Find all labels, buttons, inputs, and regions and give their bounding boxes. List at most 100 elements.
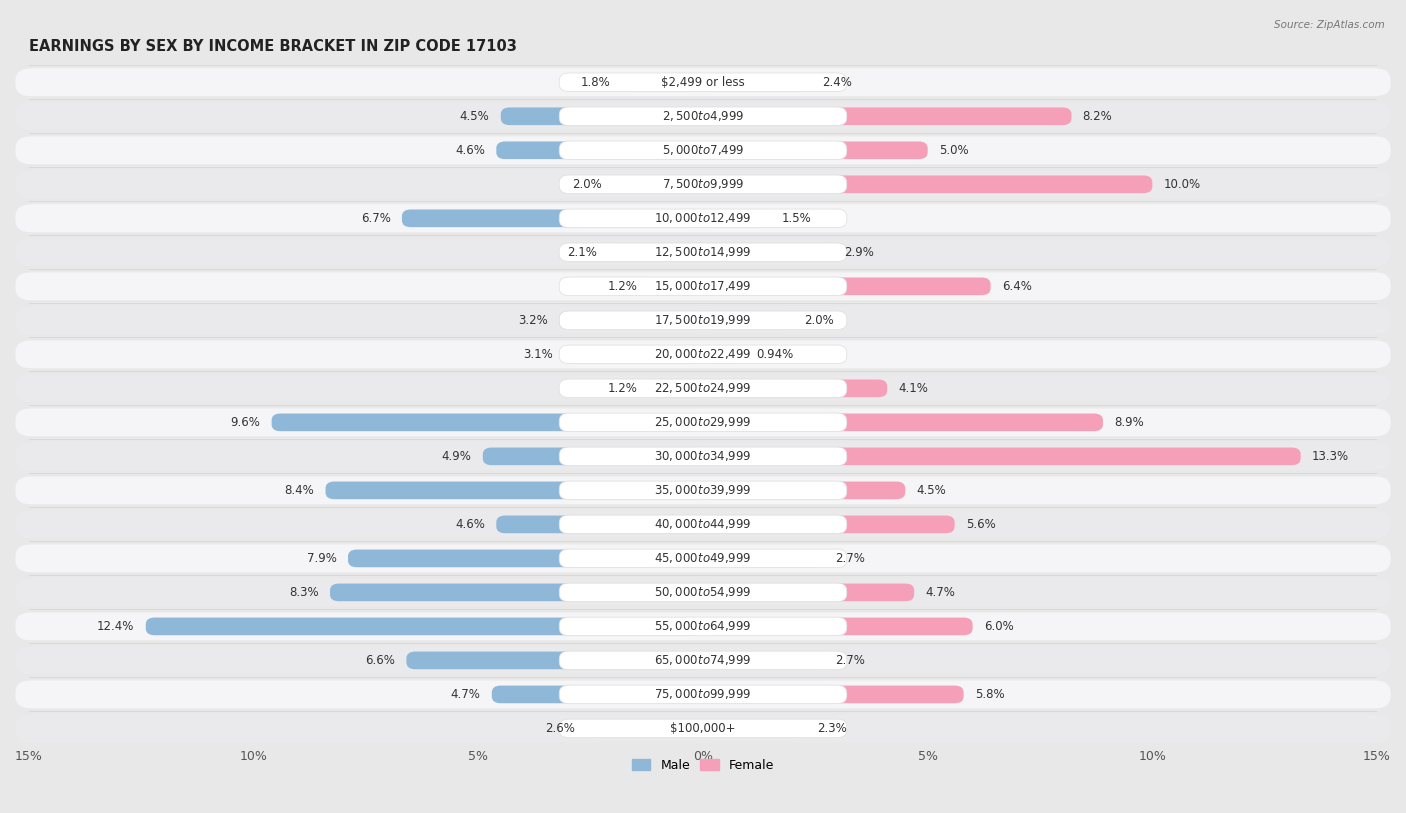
FancyBboxPatch shape [586, 720, 703, 737]
Text: 2.4%: 2.4% [823, 76, 852, 89]
FancyBboxPatch shape [560, 685, 846, 704]
FancyBboxPatch shape [560, 413, 846, 432]
Text: $30,000 to $34,999: $30,000 to $34,999 [654, 450, 752, 463]
FancyBboxPatch shape [406, 651, 703, 669]
FancyBboxPatch shape [613, 176, 703, 193]
Text: 2.0%: 2.0% [572, 178, 602, 191]
Text: $20,000 to $22,499: $20,000 to $22,499 [654, 347, 752, 361]
Text: 4.6%: 4.6% [456, 144, 485, 157]
FancyBboxPatch shape [496, 515, 703, 533]
FancyBboxPatch shape [15, 375, 1391, 402]
FancyBboxPatch shape [15, 238, 1391, 267]
FancyBboxPatch shape [146, 618, 703, 635]
FancyBboxPatch shape [482, 447, 703, 465]
Text: 8.3%: 8.3% [290, 586, 319, 599]
Text: 1.8%: 1.8% [581, 76, 610, 89]
FancyBboxPatch shape [15, 137, 1391, 164]
FancyBboxPatch shape [560, 549, 846, 567]
Text: $75,000 to $99,999: $75,000 to $99,999 [654, 688, 752, 702]
FancyBboxPatch shape [15, 545, 1391, 572]
FancyBboxPatch shape [15, 646, 1391, 674]
FancyBboxPatch shape [330, 584, 703, 602]
FancyBboxPatch shape [402, 210, 703, 227]
Text: EARNINGS BY SEX BY INCOME BRACKET IN ZIP CODE 17103: EARNINGS BY SEX BY INCOME BRACKET IN ZIP… [30, 39, 517, 54]
Text: 2.0%: 2.0% [804, 314, 834, 327]
Text: 2.7%: 2.7% [835, 654, 866, 667]
FancyBboxPatch shape [560, 141, 846, 159]
Text: 4.9%: 4.9% [441, 450, 471, 463]
FancyBboxPatch shape [560, 311, 846, 329]
FancyBboxPatch shape [560, 651, 846, 670]
Text: 8.9%: 8.9% [1114, 416, 1144, 429]
FancyBboxPatch shape [703, 618, 973, 635]
Text: 6.6%: 6.6% [366, 654, 395, 667]
Text: 13.3%: 13.3% [1312, 450, 1348, 463]
Text: $35,000 to $39,999: $35,000 to $39,999 [654, 484, 752, 498]
FancyBboxPatch shape [703, 651, 824, 669]
FancyBboxPatch shape [703, 380, 887, 398]
Text: 3.2%: 3.2% [519, 314, 548, 327]
FancyBboxPatch shape [650, 380, 703, 398]
Text: $45,000 to $49,999: $45,000 to $49,999 [654, 551, 752, 565]
FancyBboxPatch shape [15, 68, 1391, 96]
Text: 6.7%: 6.7% [361, 212, 391, 225]
FancyBboxPatch shape [703, 720, 807, 737]
Text: 2.7%: 2.7% [835, 552, 866, 565]
FancyBboxPatch shape [703, 481, 905, 499]
Text: $25,000 to $29,999: $25,000 to $29,999 [654, 415, 752, 429]
Text: $2,500 to $4,999: $2,500 to $4,999 [662, 109, 744, 124]
Text: 8.2%: 8.2% [1083, 110, 1112, 123]
Text: $2,499 or less: $2,499 or less [661, 76, 745, 89]
FancyBboxPatch shape [560, 345, 846, 363]
FancyBboxPatch shape [560, 720, 846, 737]
Text: 6.0%: 6.0% [984, 620, 1014, 633]
FancyBboxPatch shape [703, 447, 1301, 465]
FancyBboxPatch shape [15, 442, 1391, 470]
FancyBboxPatch shape [15, 307, 1391, 334]
Text: $12,500 to $14,999: $12,500 to $14,999 [654, 246, 752, 259]
FancyBboxPatch shape [560, 311, 703, 329]
Text: 4.6%: 4.6% [456, 518, 485, 531]
FancyBboxPatch shape [15, 171, 1391, 198]
FancyBboxPatch shape [703, 210, 770, 227]
Text: $65,000 to $74,999: $65,000 to $74,999 [654, 654, 752, 667]
FancyBboxPatch shape [496, 141, 703, 159]
FancyBboxPatch shape [15, 612, 1391, 641]
Text: $22,500 to $24,999: $22,500 to $24,999 [654, 381, 752, 395]
Text: 1.5%: 1.5% [782, 212, 811, 225]
Text: 5.6%: 5.6% [966, 518, 995, 531]
FancyBboxPatch shape [703, 141, 928, 159]
Text: 2.9%: 2.9% [845, 246, 875, 259]
FancyBboxPatch shape [650, 277, 703, 295]
Text: $55,000 to $64,999: $55,000 to $64,999 [654, 620, 752, 633]
Text: $5,000 to $7,499: $5,000 to $7,499 [662, 143, 744, 157]
FancyBboxPatch shape [560, 515, 846, 533]
FancyBboxPatch shape [15, 476, 1391, 504]
Text: 7.9%: 7.9% [307, 552, 337, 565]
FancyBboxPatch shape [326, 481, 703, 499]
FancyBboxPatch shape [703, 346, 745, 363]
FancyBboxPatch shape [703, 311, 793, 329]
Text: 2.3%: 2.3% [818, 722, 848, 735]
FancyBboxPatch shape [560, 243, 846, 262]
FancyBboxPatch shape [560, 277, 846, 296]
FancyBboxPatch shape [703, 107, 1071, 125]
FancyBboxPatch shape [349, 550, 703, 567]
FancyBboxPatch shape [15, 715, 1391, 742]
Text: 1.2%: 1.2% [607, 382, 638, 395]
Text: 4.5%: 4.5% [917, 484, 946, 497]
Text: 9.6%: 9.6% [231, 416, 260, 429]
FancyBboxPatch shape [703, 550, 824, 567]
FancyBboxPatch shape [15, 102, 1391, 130]
FancyBboxPatch shape [560, 73, 846, 92]
Text: 10.0%: 10.0% [1164, 178, 1201, 191]
Text: $100,000+: $100,000+ [671, 722, 735, 735]
FancyBboxPatch shape [15, 204, 1391, 233]
FancyBboxPatch shape [15, 341, 1391, 368]
FancyBboxPatch shape [703, 515, 955, 533]
Text: Source: ZipAtlas.com: Source: ZipAtlas.com [1274, 20, 1385, 30]
FancyBboxPatch shape [15, 579, 1391, 606]
Legend: Male, Female: Male, Female [627, 754, 779, 776]
Text: 6.4%: 6.4% [1002, 280, 1032, 293]
Text: $50,000 to $54,999: $50,000 to $54,999 [654, 585, 752, 599]
